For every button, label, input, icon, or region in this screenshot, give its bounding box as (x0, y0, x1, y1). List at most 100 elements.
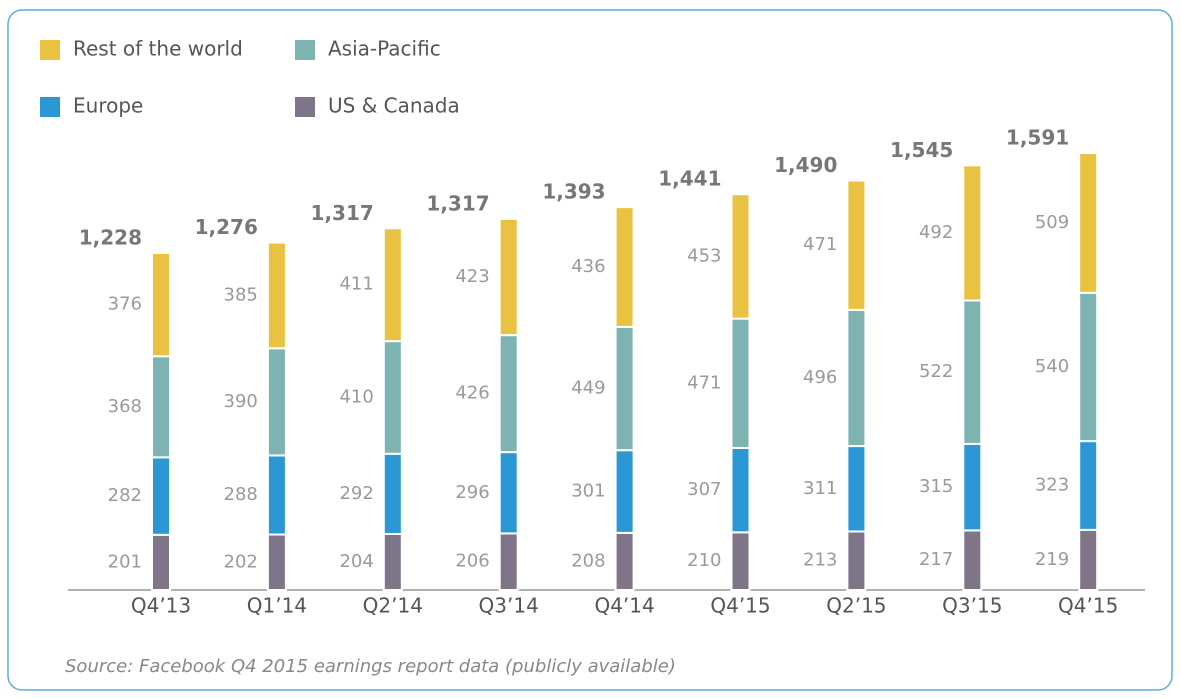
bar-segment (614, 325, 635, 452)
total-label: 1,228 (79, 225, 142, 249)
legend-label: Asia-Pacific (328, 37, 441, 61)
bar-segment (151, 355, 171, 459)
bar-segment (614, 531, 635, 592)
bar-segment (614, 449, 635, 534)
legend-label: Europe (73, 94, 143, 118)
segment-label: 453 (687, 245, 721, 266)
segment-label: 315 (919, 476, 953, 497)
bar-segment (266, 533, 287, 592)
segment-label: 522 (919, 361, 953, 382)
bar-segment (382, 227, 403, 343)
bar-segment (498, 532, 519, 591)
source-note: Source: Facebook Q4 2015 earnings report… (65, 656, 676, 677)
bar-segment (730, 446, 751, 534)
bar-segment (382, 532, 403, 592)
segment-label: 368 (108, 396, 142, 417)
x-tick-label: Q2’14 (363, 594, 423, 618)
total-label: 1,490 (774, 153, 837, 177)
bar-segment (846, 308, 867, 448)
legend-swatch (295, 97, 315, 117)
bar-segment (730, 317, 751, 449)
legend-swatch (40, 97, 60, 117)
bar-segment (730, 531, 751, 591)
bar-segment (614, 206, 635, 328)
bar-segment (962, 299, 983, 445)
bar-segment (266, 347, 287, 457)
total-label: 1,441 (658, 167, 721, 191)
bar-segment (151, 533, 171, 591)
segment-label: 492 (919, 222, 953, 243)
segment-label: 208 (571, 550, 605, 571)
segment-label: 206 (455, 551, 489, 572)
x-tick-label: Q4’15 (710, 594, 770, 618)
bar-segment (1078, 291, 1099, 443)
legend-swatch (40, 40, 60, 60)
x-tick-label: Q3’14 (479, 594, 539, 618)
segment-label: 217 (919, 549, 953, 570)
segment-label: 411 (339, 274, 373, 295)
segment-label: 471 (803, 234, 837, 255)
segment-label: 213 (803, 550, 837, 571)
bar-segment (382, 340, 403, 455)
segment-label: 219 (1035, 549, 1069, 570)
segment-label: 301 (571, 481, 605, 502)
segment-label: 385 (224, 284, 258, 305)
segment-label: 210 (687, 550, 721, 571)
x-tick-label: Q4’13 (131, 594, 191, 618)
bar-segment (498, 334, 519, 454)
segment-label: 292 (339, 483, 373, 504)
x-tick-label: Q3’15 (942, 594, 1002, 618)
bar-segment (151, 251, 171, 358)
bar-segment (498, 217, 519, 337)
segment-label: 436 (571, 256, 605, 277)
x-tick-label: Q2’15 (826, 594, 886, 618)
bar-segment (962, 442, 983, 532)
segment-label: 201 (108, 551, 142, 572)
total-label: 1,317 (426, 191, 489, 215)
segment-label: 282 (108, 485, 142, 506)
x-tick-label: Q4’15 (1058, 594, 1118, 618)
total-label: 1,545 (890, 138, 953, 162)
segment-label: 323 (1035, 474, 1069, 495)
bar-segment (1078, 440, 1099, 531)
segment-label: 202 (224, 551, 258, 572)
segment-label: 471 (687, 372, 721, 393)
bar-segment (962, 164, 983, 302)
bar-segment (846, 530, 867, 592)
segment-label: 307 (687, 479, 721, 500)
total-label: 1,276 (195, 215, 258, 239)
legend-swatch (295, 40, 315, 60)
bar-segment (1078, 152, 1099, 294)
bar-segment (151, 456, 171, 536)
segment-label: 423 (455, 266, 489, 287)
bar-segment (730, 193, 751, 320)
segment-label: 410 (339, 386, 373, 407)
bar-segment (962, 529, 983, 591)
legend-label: Rest of the world (73, 37, 243, 61)
total-label: 1,317 (311, 201, 374, 225)
segment-label: 296 (455, 482, 489, 503)
segment-label: 288 (224, 484, 258, 505)
bar-segment (382, 452, 403, 535)
total-label: 1,393 (542, 180, 605, 204)
segment-label: 540 (1035, 356, 1069, 377)
bar-segment (846, 179, 867, 311)
bar-segment (498, 451, 519, 535)
legend-label: US & Canada (328, 94, 460, 118)
bar-segment (266, 241, 287, 350)
segment-label: 204 (339, 551, 373, 572)
card (7, 9, 1173, 691)
segment-label: 390 (224, 391, 258, 412)
segment-label: 449 (571, 378, 605, 399)
segment-label: 376 (108, 294, 142, 315)
segment-label: 509 (1035, 212, 1069, 233)
bar-segment (846, 445, 867, 533)
segment-label: 496 (803, 367, 837, 388)
x-tick-label: Q4’14 (594, 594, 654, 618)
total-label: 1,591 (1006, 126, 1069, 150)
x-tick-label: Q1’14 (247, 594, 307, 618)
bar-segment (266, 454, 287, 536)
segment-label: 311 (803, 478, 837, 499)
segment-label: 426 (455, 383, 489, 404)
